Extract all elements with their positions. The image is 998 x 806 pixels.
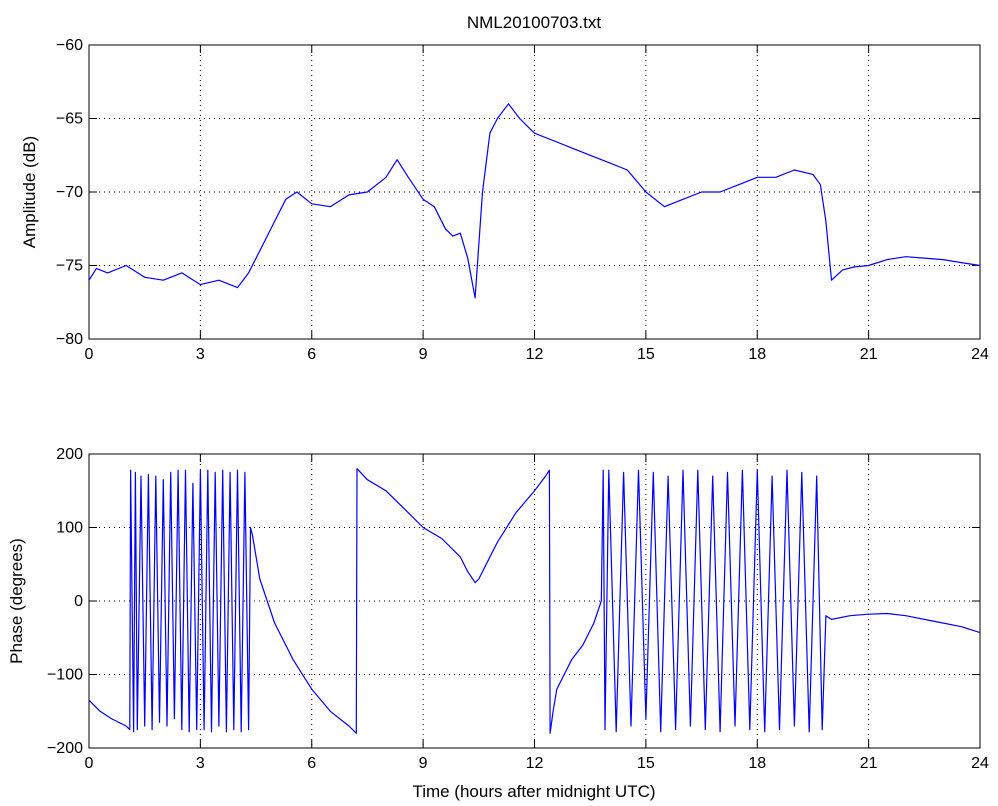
chart-title: NML20100703.txt (467, 13, 601, 32)
amplitude-series-path (88, 103, 981, 299)
amplitude-y-tick-label: −65 (56, 111, 83, 128)
amplitude-x-tick-label: 18 (748, 346, 766, 363)
amplitude-y-tick-label: −75 (56, 258, 83, 275)
phase-y-tick-label: 200 (56, 446, 83, 463)
amplitude-grid (89, 45, 980, 339)
amplitude-y-axis-label: Amplitude (dB) (20, 136, 39, 248)
phase-x-tick-label: 0 (85, 755, 94, 772)
amplitude-x-tick-label: 0 (85, 346, 94, 363)
phase-x-tick-label: 9 (419, 755, 428, 772)
phase-x-tick-label: 15 (637, 755, 655, 772)
amplitude-x-tick-label: 3 (196, 346, 205, 363)
amplitude-x-tick-label: 24 (971, 346, 989, 363)
phase-x-axis-label: Time (hours after midnight UTC) (412, 782, 655, 801)
amplitude-panel: 0 3 6 9 12 15 18 21 24 −80 −75 −70 −65 −60 NML2010070… (20, 13, 989, 363)
amplitude-series-line (88, 103, 981, 299)
phase-x-tick-label: 6 (307, 755, 316, 772)
phase-panel: 0 3 6 9 12 15 18 21 24 −200 −100 0 100 200 Time (hour… (7, 446, 989, 801)
phase-x-tick-label: 18 (748, 755, 766, 772)
phase-x-tick-label: 21 (860, 755, 878, 772)
phase-x-tick-label: 3 (196, 755, 205, 772)
phase-y-tick-label: 100 (56, 520, 83, 537)
phase-ticks: 0 3 6 9 12 15 18 21 24 −200 −100 0 100 200 (47, 446, 989, 772)
phase-x-tick-label: 12 (526, 755, 544, 772)
phase-x-tick-label: 24 (971, 755, 989, 772)
amplitude-ticks: 0 3 6 9 12 15 18 21 24 −80 −75 −70 −65 −60 (56, 37, 989, 363)
amplitude-x-tick-label: 15 (637, 346, 655, 363)
amplitude-y-tick-label: −60 (56, 37, 83, 54)
amplitude-x-tick-label: 6 (307, 346, 316, 363)
phase-series-line (88, 468, 981, 734)
amplitude-x-tick-label: 9 (419, 346, 428, 363)
phase-y-tick-label: −100 (47, 667, 83, 684)
amplitude-x-tick-label: 12 (526, 346, 544, 363)
phase-y-tick-label: 0 (74, 593, 83, 610)
amplitude-x-tick-label: 21 (860, 346, 878, 363)
amplitude-y-tick-label: −80 (56, 331, 83, 348)
phase-series-path (88, 468, 981, 734)
amplitude-y-tick-label: −70 (56, 184, 83, 201)
phase-y-axis-label: Phase (degrees) (7, 538, 26, 664)
phase-y-tick-label: −200 (47, 740, 83, 757)
